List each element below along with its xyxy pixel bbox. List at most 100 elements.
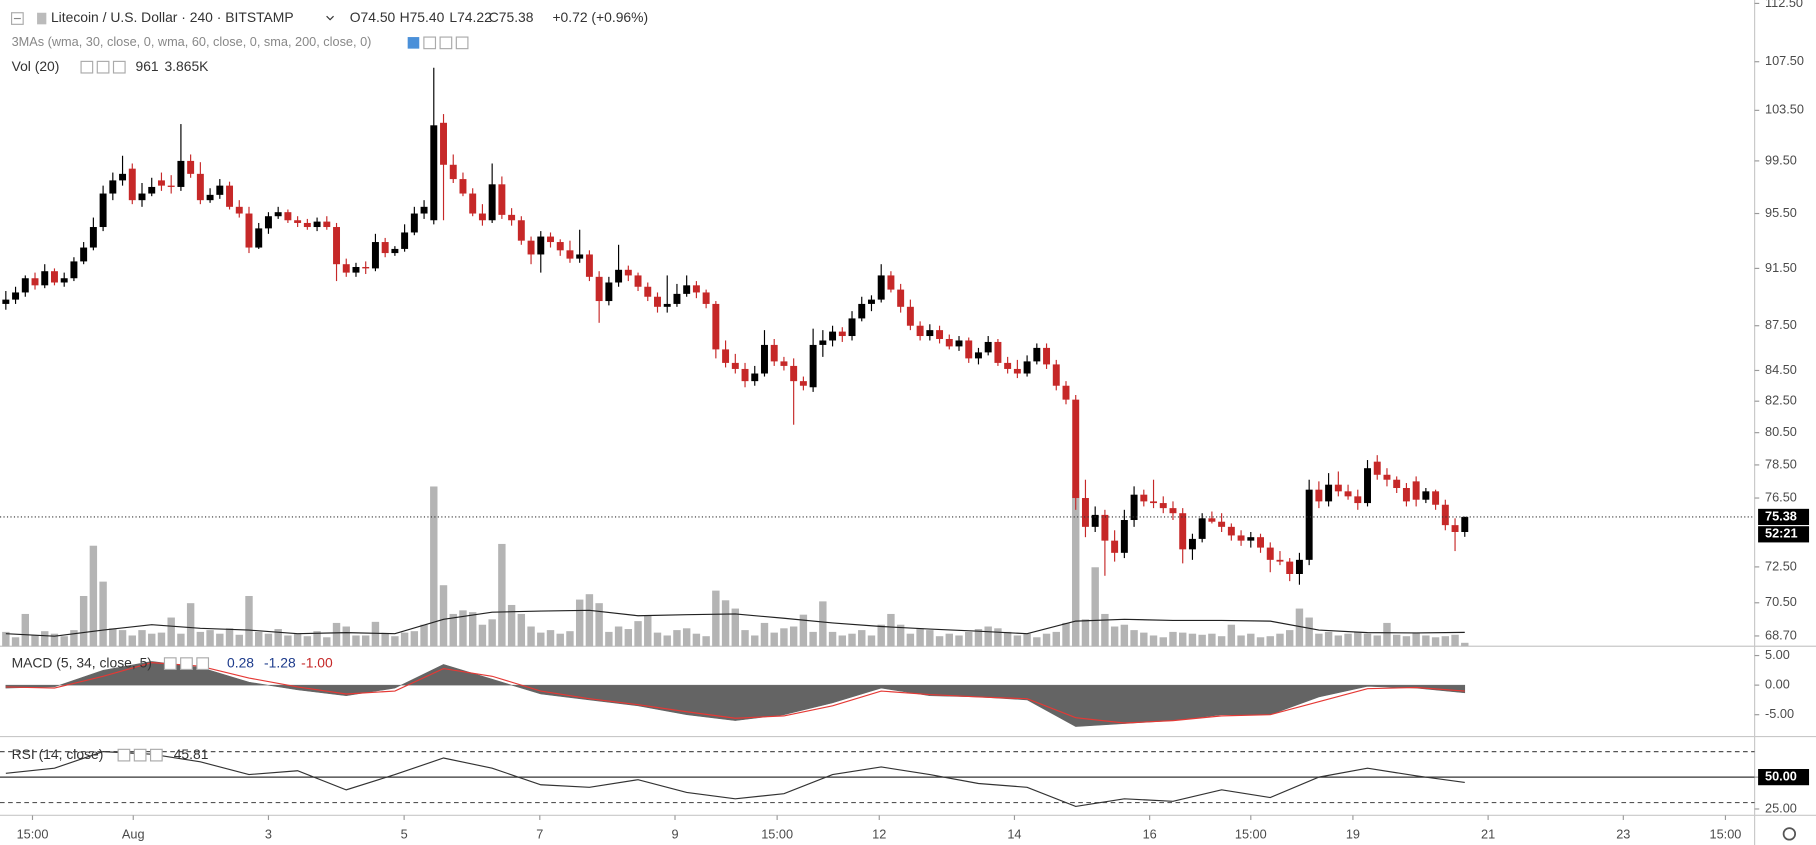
macd-label[interactable]: MACD (5, 34, close, 5) bbox=[12, 654, 152, 670]
volume-bar bbox=[663, 635, 671, 647]
candle-body bbox=[99, 193, 107, 228]
rsi-label[interactable]: RSI (14, close) bbox=[12, 746, 104, 762]
volume-bar bbox=[1315, 633, 1323, 647]
candle-body bbox=[498, 184, 506, 215]
candle-body bbox=[371, 242, 379, 269]
rsi-visibility[interactable] bbox=[117, 748, 131, 762]
rsi-value: 45.81 bbox=[174, 746, 209, 762]
x-tick-label: 9 bbox=[671, 826, 678, 841]
volume-bar bbox=[332, 622, 341, 647]
volume-bar bbox=[371, 621, 380, 647]
candle-body bbox=[235, 206, 243, 214]
candle-body bbox=[1237, 535, 1245, 541]
volume-bar bbox=[828, 631, 837, 647]
candle-body bbox=[362, 266, 370, 269]
candle-body bbox=[712, 303, 720, 350]
candle-body bbox=[1276, 559, 1284, 562]
volume-bar bbox=[585, 594, 594, 647]
indicator-source[interactable] bbox=[439, 36, 453, 50]
volume-bar bbox=[1237, 635, 1245, 647]
volume-bar bbox=[70, 630, 78, 647]
symbol-title[interactable]: Litecoin / U.S. Dollar · 240 · BITSTAMP bbox=[51, 9, 294, 25]
volume-bar bbox=[848, 633, 856, 647]
volume-bar bbox=[303, 636, 312, 647]
volume-bar bbox=[138, 630, 146, 647]
candle-body bbox=[128, 168, 136, 201]
candle-body bbox=[1441, 504, 1449, 526]
candle-body bbox=[556, 242, 564, 251]
x-tick-label: 12 bbox=[872, 826, 886, 841]
candle-body bbox=[508, 214, 516, 221]
candle-body bbox=[89, 227, 97, 248]
candle-body bbox=[547, 236, 554, 243]
x-tick-label: 21 bbox=[1481, 826, 1495, 841]
volume-bar bbox=[1081, 619, 1090, 647]
candle-body bbox=[1023, 361, 1031, 374]
volume-bar bbox=[468, 612, 477, 647]
volume-bar bbox=[1334, 635, 1343, 647]
candle-body bbox=[916, 325, 924, 337]
macd-visibility[interactable] bbox=[163, 657, 177, 670]
x-tick-label: 5 bbox=[401, 826, 408, 841]
macd-remove[interactable] bbox=[196, 657, 210, 670]
rsi-remove[interactable] bbox=[149, 748, 163, 762]
candle-body bbox=[109, 180, 117, 194]
indicator-label[interactable]: 3MAs (wma, 30, close, 0, wma, 60, close,… bbox=[12, 34, 372, 49]
volume-label[interactable]: Vol (20) bbox=[12, 58, 60, 74]
candle-body bbox=[41, 271, 49, 286]
candle-body bbox=[342, 264, 350, 273]
volume-settings[interactable] bbox=[96, 60, 110, 74]
change-label: +0.72 (+0.96%) bbox=[552, 9, 648, 25]
volume-bar bbox=[410, 631, 419, 647]
volume-bar bbox=[186, 603, 195, 647]
y-tick-label: 80.50 bbox=[1765, 424, 1797, 439]
volume-value: 961 bbox=[136, 58, 159, 74]
volume-bar bbox=[906, 633, 915, 647]
indicator-visibility[interactable] bbox=[407, 37, 420, 49]
volume-bar bbox=[430, 486, 438, 647]
volume-bar bbox=[1285, 630, 1294, 647]
candle-body bbox=[177, 160, 185, 187]
candle-body bbox=[770, 344, 778, 362]
indicator-remove[interactable] bbox=[455, 36, 469, 50]
volume-bar bbox=[1072, 490, 1080, 647]
volume-visibility[interactable] bbox=[80, 60, 94, 74]
y-tick-label: -5.00 bbox=[1765, 706, 1794, 721]
ohlc-low: L74.22 bbox=[449, 9, 492, 25]
volume-bar bbox=[2, 631, 10, 647]
candle-body bbox=[1334, 484, 1342, 492]
x-tick-label: 16 bbox=[1143, 826, 1157, 841]
volume-bar bbox=[935, 636, 944, 647]
macd-signal-value: -1.00 bbox=[301, 654, 333, 670]
rsi-settings[interactable] bbox=[133, 748, 147, 762]
volume-bar bbox=[1247, 633, 1255, 647]
candle-body bbox=[1043, 347, 1051, 365]
candle-body bbox=[673, 293, 681, 304]
volume-bar bbox=[79, 595, 88, 647]
candle-body bbox=[576, 254, 584, 259]
y-tick-label: 5.00 bbox=[1765, 647, 1790, 662]
volume-remove[interactable] bbox=[112, 60, 126, 74]
volume-bar bbox=[1256, 637, 1265, 647]
volume-bar bbox=[1461, 642, 1469, 647]
candle-body bbox=[1150, 501, 1158, 504]
y-tick-label: 25.00 bbox=[1765, 800, 1797, 815]
candle-body bbox=[722, 349, 730, 363]
volume-bar bbox=[391, 636, 399, 647]
candle-body bbox=[12, 292, 20, 300]
candle-body bbox=[430, 125, 438, 221]
volume-bar bbox=[128, 635, 136, 647]
volume-bar bbox=[498, 543, 506, 647]
indicator-settings[interactable] bbox=[423, 36, 437, 50]
settings-button[interactable] bbox=[1782, 827, 1797, 841]
volume-bar bbox=[1383, 622, 1391, 647]
volume-bar bbox=[245, 595, 253, 647]
candle-body bbox=[683, 285, 691, 294]
volume-bar bbox=[1276, 633, 1284, 647]
candle-body bbox=[994, 341, 1002, 363]
volume-bar bbox=[352, 635, 360, 647]
macd-settings[interactable] bbox=[180, 657, 193, 670]
candle-body bbox=[663, 303, 671, 307]
volume-bar bbox=[887, 613, 895, 647]
symbol-chevron[interactable] bbox=[326, 15, 334, 21]
